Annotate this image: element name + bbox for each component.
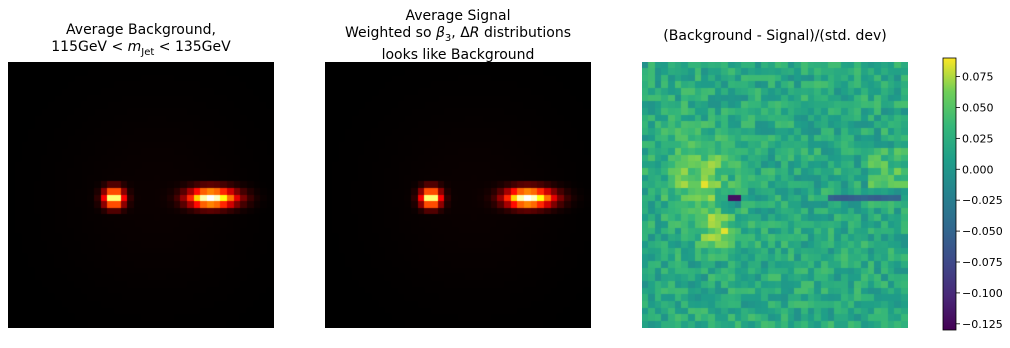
background-heatmap — [8, 62, 274, 328]
panel3-title: (Background - Signal)/(std. dev) — [642, 28, 908, 45]
panel1-title: Average Background, 115GeV < mJet < 135G… — [8, 22, 274, 61]
panel2-title: Average Signal Weighted so β3, ΔR distri… — [325, 8, 591, 64]
colorbar-tick-label: 0.025 — [962, 132, 994, 145]
colorbar-tick-label: −0.100 — [962, 287, 1003, 300]
colorbar-tick-label: 0.000 — [962, 163, 994, 176]
colorbar: 0.075 0.050 0.025 0.000 −0.025 −0.050 −0.075 −0… — [942, 57, 1003, 331]
colorbar-tick-label: −0.025 — [962, 194, 1003, 207]
panel2-title-line2: Weighted so β3, ΔR distributions — [344, 25, 572, 44]
panel1-title-line2: 115GeV < mJet < 135GeV — [51, 39, 231, 58]
colorbar-tick-label: −0.125 — [962, 318, 1003, 331]
panel1-title-line1: Average Background, — [66, 22, 216, 38]
panel2-title-line3: looks like Background — [381, 46, 535, 63]
colorbar-tick-label: −0.050 — [962, 225, 1003, 238]
panel2-title-line1: Average Signal — [405, 8, 511, 24]
colorbar-tick-label: 0.075 — [962, 71, 994, 84]
colorbar-tick-label: 0.050 — [962, 101, 994, 114]
colorbar-gradient — [942, 57, 957, 331]
panel3-title-line1: (Background - Signal)/(std. dev) — [663, 28, 887, 44]
signal-heatmap — [325, 62, 591, 328]
difference-heatmap — [642, 62, 908, 328]
colorbar-tick-label: −0.075 — [962, 256, 1003, 269]
